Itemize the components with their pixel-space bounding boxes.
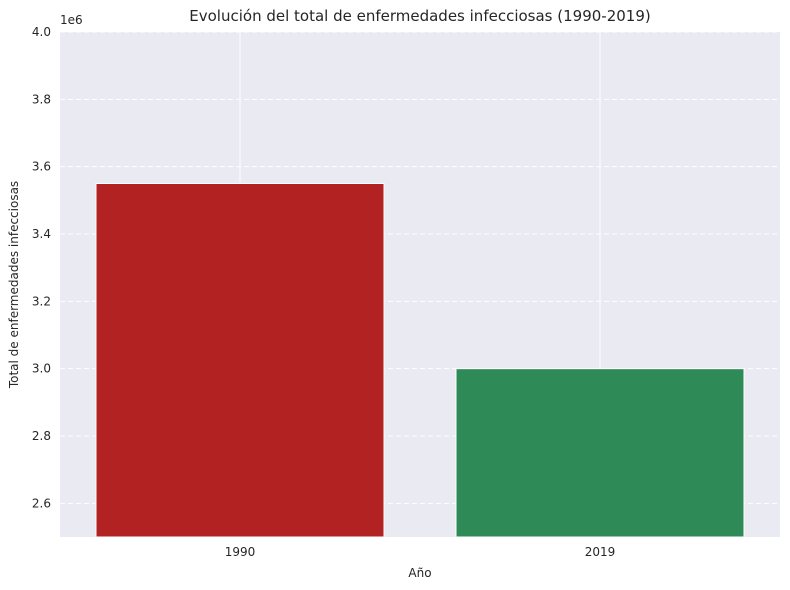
y-tick-label: 2.6 bbox=[32, 496, 51, 510]
y-tick-label: 3.0 bbox=[32, 362, 51, 376]
y-tick-label: 3.6 bbox=[32, 160, 51, 174]
bar-1990 bbox=[95, 183, 385, 538]
y-axis-label: Total de enfermedades infecciosas bbox=[7, 181, 21, 389]
y-tick-label: 3.8 bbox=[32, 92, 51, 106]
x-axis-label: Año bbox=[408, 566, 431, 580]
y-tick-labels: 2.6 2.8 3.0 3.2 3.4 3.6 3.8 4.0 bbox=[32, 25, 51, 510]
chart-title: Evolución del total de enfermedades infe… bbox=[189, 7, 650, 25]
y-tick-label: 2.8 bbox=[32, 429, 51, 443]
x-tick-labels: 1990 2019 bbox=[225, 545, 616, 559]
y-tick-label: 3.4 bbox=[32, 227, 51, 241]
x-tick-label: 1990 bbox=[225, 545, 256, 559]
y-tick-label: 4.0 bbox=[32, 25, 51, 39]
bar-2019 bbox=[455, 368, 745, 538]
bars bbox=[95, 183, 745, 538]
x-tick-label: 2019 bbox=[585, 545, 616, 559]
y-offset-label: 1e6 bbox=[60, 13, 83, 27]
y-tick-label: 3.2 bbox=[32, 294, 51, 308]
